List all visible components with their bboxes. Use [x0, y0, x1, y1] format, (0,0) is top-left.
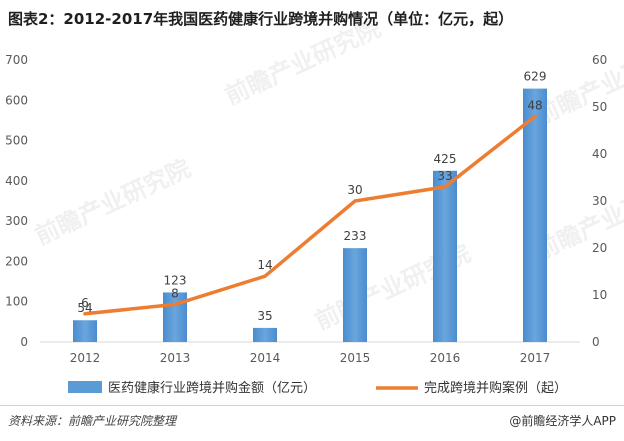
data-labels: 54 123 35 233 425 629 6 8 14 30 33 48: [77, 70, 546, 323]
bar: [523, 88, 547, 342]
left-y-tick-label: 700: [5, 53, 28, 67]
line-value-label: 6: [81, 296, 89, 310]
axes-layer: 0 100 200 300 400 500 600 700 0 10 20 30 40 50 60 2012 2…: [5, 53, 607, 365]
bar-value-label: 233: [344, 229, 367, 243]
legend: 医药健康行业跨境并购金额（亿元） 完成跨境并购案例（起）: [68, 380, 567, 396]
right-y-tick-label: 10: [592, 288, 607, 302]
bar-value-label: 123: [164, 273, 187, 287]
left-y-tick-label: 400: [5, 174, 28, 188]
legend-label-bar: 医药健康行业跨境并购金额（亿元）: [108, 380, 316, 396]
right-y-tick-label: 60: [592, 53, 607, 67]
x-tick-label: 2012: [70, 351, 101, 365]
line-path: [83, 114, 537, 316]
bar: [253, 327, 277, 342]
line-value-label: 30: [347, 183, 362, 197]
line-series: [83, 114, 537, 316]
bar-value-label: 35: [257, 309, 272, 323]
right-y-tick-label: 30: [592, 194, 607, 208]
right-y-tick-label: 40: [592, 147, 607, 161]
line-point: [443, 185, 447, 189]
bar: [73, 320, 97, 342]
watermark-text: 前瞻产业研究院: [221, 14, 385, 110]
line-value-label: 48: [527, 98, 542, 112]
x-tick-label: 2014: [250, 351, 281, 365]
line-point: [83, 312, 87, 316]
brand-credit: @前瞻经济学人APP: [509, 414, 616, 428]
line-value-label: 8: [171, 286, 179, 300]
x-tick-label: 2013: [160, 351, 191, 365]
source-note: 资料来源：前瞻产业研究院整理: [8, 414, 177, 428]
line-point: [353, 199, 357, 203]
line-point: [533, 114, 537, 118]
right-y-tick-label: 20: [592, 241, 607, 255]
bar: [343, 248, 367, 342]
footer-divider: [0, 405, 624, 406]
line-point: [263, 274, 267, 278]
left-y-tick-label: 0: [20, 335, 28, 349]
legend-label-line: 完成跨境并购案例（起）: [424, 380, 567, 396]
line-value-label: 14: [257, 258, 272, 272]
bar-value-label: 425: [434, 152, 457, 166]
x-tick-label: 2016: [430, 351, 461, 365]
left-y-tick-label: 600: [5, 93, 28, 107]
legend-swatch-bar: [68, 381, 102, 393]
bar: [433, 170, 457, 342]
line-value-label: 33: [437, 169, 452, 183]
left-y-tick-label: 200: [5, 254, 28, 268]
left-y-tick-label: 500: [5, 134, 28, 148]
left-y-tick-label: 100: [5, 295, 28, 309]
chart-title: 图表2：2012-2017年我国医药健康行业跨境并购情况（单位：亿元，起）: [8, 10, 514, 28]
x-tick-label: 2015: [340, 351, 371, 365]
bar-value-label: 54: [77, 301, 92, 315]
watermark-text: 前瞻产业研究院: [31, 154, 195, 250]
bar-value-label: 629: [524, 70, 547, 84]
right-y-tick-label: 50: [592, 100, 607, 114]
left-y-tick-label: 300: [5, 214, 28, 228]
line-point: [173, 302, 177, 306]
x-tick-label: 2017: [520, 351, 551, 365]
bar-series: [73, 88, 547, 342]
right-y-tick-label: 0: [592, 335, 600, 349]
